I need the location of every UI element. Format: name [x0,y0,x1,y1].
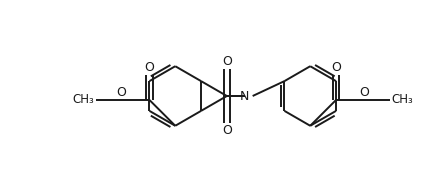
Text: O: O [116,86,126,98]
Text: CH₃: CH₃ [72,94,94,107]
Text: O: O [222,55,232,68]
Text: O: O [331,61,341,74]
Text: CH₃: CH₃ [392,94,414,107]
Text: O: O [222,124,232,137]
Text: O: O [144,61,154,74]
Text: N: N [240,89,249,103]
Text: O: O [360,86,369,98]
